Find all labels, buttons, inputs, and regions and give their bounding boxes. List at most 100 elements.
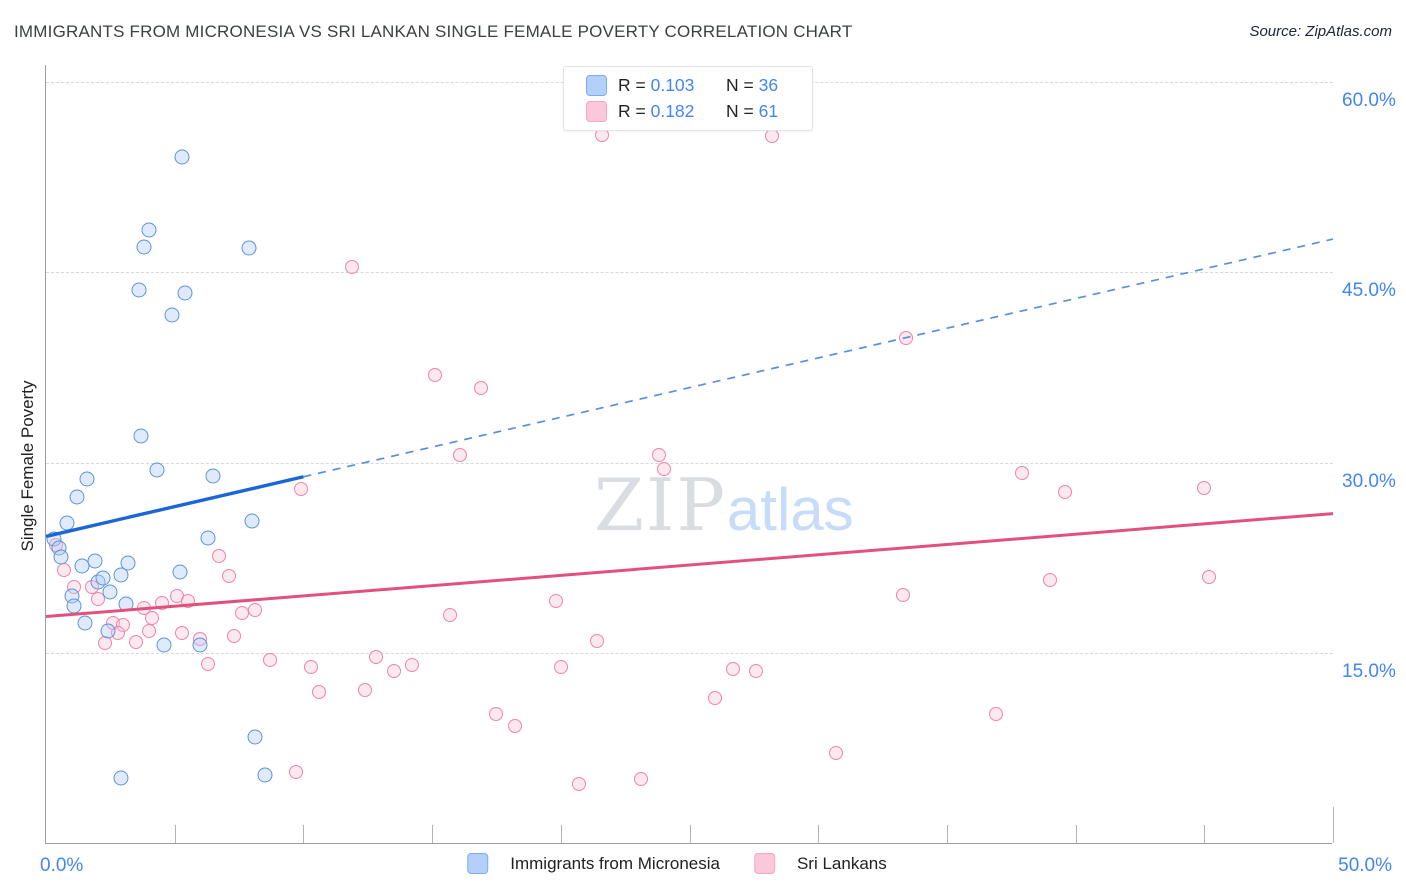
data-point-pink[interactable] [507, 718, 522, 733]
x-axis-footer: 0.0% Immigrants from Micronesia Sri Lank… [0, 853, 1406, 883]
data-point-pink[interactable] [154, 595, 169, 610]
pink-series-swatch [586, 101, 607, 122]
data-point-pink[interactable] [234, 605, 249, 620]
data-point-pink[interactable] [443, 608, 458, 623]
y-axis-tick-label: 30.0% [1342, 470, 1396, 492]
data-point-blue[interactable] [79, 471, 95, 487]
data-point-pink[interactable] [180, 594, 195, 609]
data-point-blue[interactable] [95, 570, 111, 586]
data-point-pink[interactable] [1202, 570, 1217, 585]
data-point-blue[interactable] [53, 549, 69, 565]
data-point-pink[interactable] [651, 448, 666, 463]
stats-row-micronesia: R = 0.103 N = 36 [586, 75, 812, 96]
data-point-pink[interactable] [453, 448, 468, 463]
data-point-pink[interactable] [656, 462, 671, 477]
data-point-pink[interactable] [571, 777, 586, 792]
data-point-pink[interactable] [474, 380, 488, 395]
data-point-blue[interactable] [77, 615, 93, 631]
data-point-pink[interactable] [548, 594, 563, 609]
legend-item-micronesia[interactable]: Immigrants from Micronesia [467, 853, 720, 874]
data-point-blue[interactable] [241, 240, 257, 256]
data-point-pink[interactable] [175, 626, 190, 640]
data-point-pink[interactable] [262, 652, 277, 667]
data-point-pink[interactable] [1014, 465, 1029, 480]
data-point-pink[interactable] [1058, 485, 1073, 499]
data-point-blue[interactable] [192, 637, 208, 652]
data-point-blue[interactable] [244, 513, 260, 529]
data-point-pink[interactable] [358, 683, 373, 698]
n-label: N = [726, 75, 754, 95]
data-point-blue[interactable] [174, 149, 190, 164]
y-axis-title: Single Female Poverty [18, 380, 37, 552]
data-point-pink[interactable] [633, 772, 648, 787]
data-point-blue[interactable] [102, 584, 118, 600]
data-point-pink[interactable] [764, 129, 779, 144]
r-label: R = [618, 101, 646, 121]
data-point-pink[interactable] [211, 548, 226, 563]
data-point-pink[interactable] [898, 331, 913, 346]
y-gridline [46, 272, 1333, 274]
data-point-blue[interactable] [257, 767, 273, 783]
r-value: 0.182 [650, 101, 695, 121]
data-point-pink[interactable] [896, 587, 911, 602]
data-point-blue[interactable] [131, 282, 147, 298]
x-axis-tick [303, 825, 305, 843]
data-point-blue[interactable] [136, 239, 152, 255]
data-point-pink[interactable] [589, 633, 604, 648]
data-point-pink[interactable] [1197, 481, 1212, 496]
watermark-atlas: atlas [726, 476, 854, 543]
data-point-pink[interactable] [708, 690, 723, 705]
series-legend: Immigrants from Micronesia Sri Lankans [467, 853, 907, 874]
data-point-blue[interactable] [133, 428, 149, 444]
data-point-blue[interactable] [118, 596, 134, 612]
data-point-pink[interactable] [311, 684, 326, 699]
data-point-pink[interactable] [553, 660, 568, 675]
data-point-pink[interactable] [345, 260, 360, 275]
legend-item-srilankans[interactable]: Sri Lankans [753, 853, 887, 874]
data-point-blue[interactable] [69, 489, 85, 505]
data-point-blue[interactable] [66, 598, 82, 614]
data-point-pink[interactable] [142, 623, 156, 638]
data-point-blue[interactable] [100, 623, 116, 638]
data-point-pink[interactable] [247, 603, 262, 618]
data-point-pink[interactable] [386, 664, 401, 679]
data-point-blue[interactable] [74, 558, 90, 574]
data-point-pink[interactable] [368, 650, 383, 665]
chart-container: Single Female Poverty ZIP atlas R = 0.103… [0, 60, 1406, 850]
data-point-blue[interactable] [113, 770, 129, 786]
data-point-blue[interactable] [59, 515, 75, 530]
data-point-blue[interactable] [200, 530, 216, 546]
data-point-pink[interactable] [221, 568, 236, 583]
data-point-pink[interactable] [129, 634, 144, 649]
data-point-pink[interactable] [304, 660, 319, 675]
data-point-blue[interactable] [149, 462, 165, 478]
data-point-pink[interactable] [288, 764, 303, 779]
data-point-blue[interactable] [141, 222, 157, 238]
data-point-pink[interactable] [98, 636, 113, 651]
data-point-blue[interactable] [113, 567, 129, 583]
trend-lines-layer [45, 238, 1334, 619]
data-point-pink[interactable] [293, 482, 308, 497]
r-value: 0.103 [650, 75, 695, 95]
data-point-pink[interactable] [726, 661, 741, 676]
data-point-pink[interactable] [829, 745, 844, 760]
data-point-pink[interactable] [1042, 572, 1057, 587]
data-point-pink[interactable] [489, 707, 504, 722]
data-point-blue[interactable] [172, 564, 188, 580]
data-point-blue[interactable] [205, 468, 221, 483]
data-point-blue[interactable] [177, 285, 193, 300]
data-point-pink[interactable] [427, 368, 442, 383]
data-point-blue[interactable] [156, 637, 172, 652]
data-point-blue[interactable] [164, 307, 180, 323]
data-point-pink[interactable] [749, 664, 764, 679]
data-point-pink[interactable] [57, 562, 71, 577]
data-point-pink[interactable] [988, 707, 1003, 722]
data-point-pink[interactable] [226, 628, 241, 643]
plot-area: ZIP atlas [45, 65, 1334, 844]
data-point-blue[interactable] [87, 553, 103, 569]
r-label: R = [618, 75, 646, 95]
blue-series-swatch [586, 75, 607, 96]
data-point-pink[interactable] [404, 657, 419, 672]
data-point-pink[interactable] [201, 656, 216, 671]
data-point-blue[interactable] [247, 729, 262, 745]
